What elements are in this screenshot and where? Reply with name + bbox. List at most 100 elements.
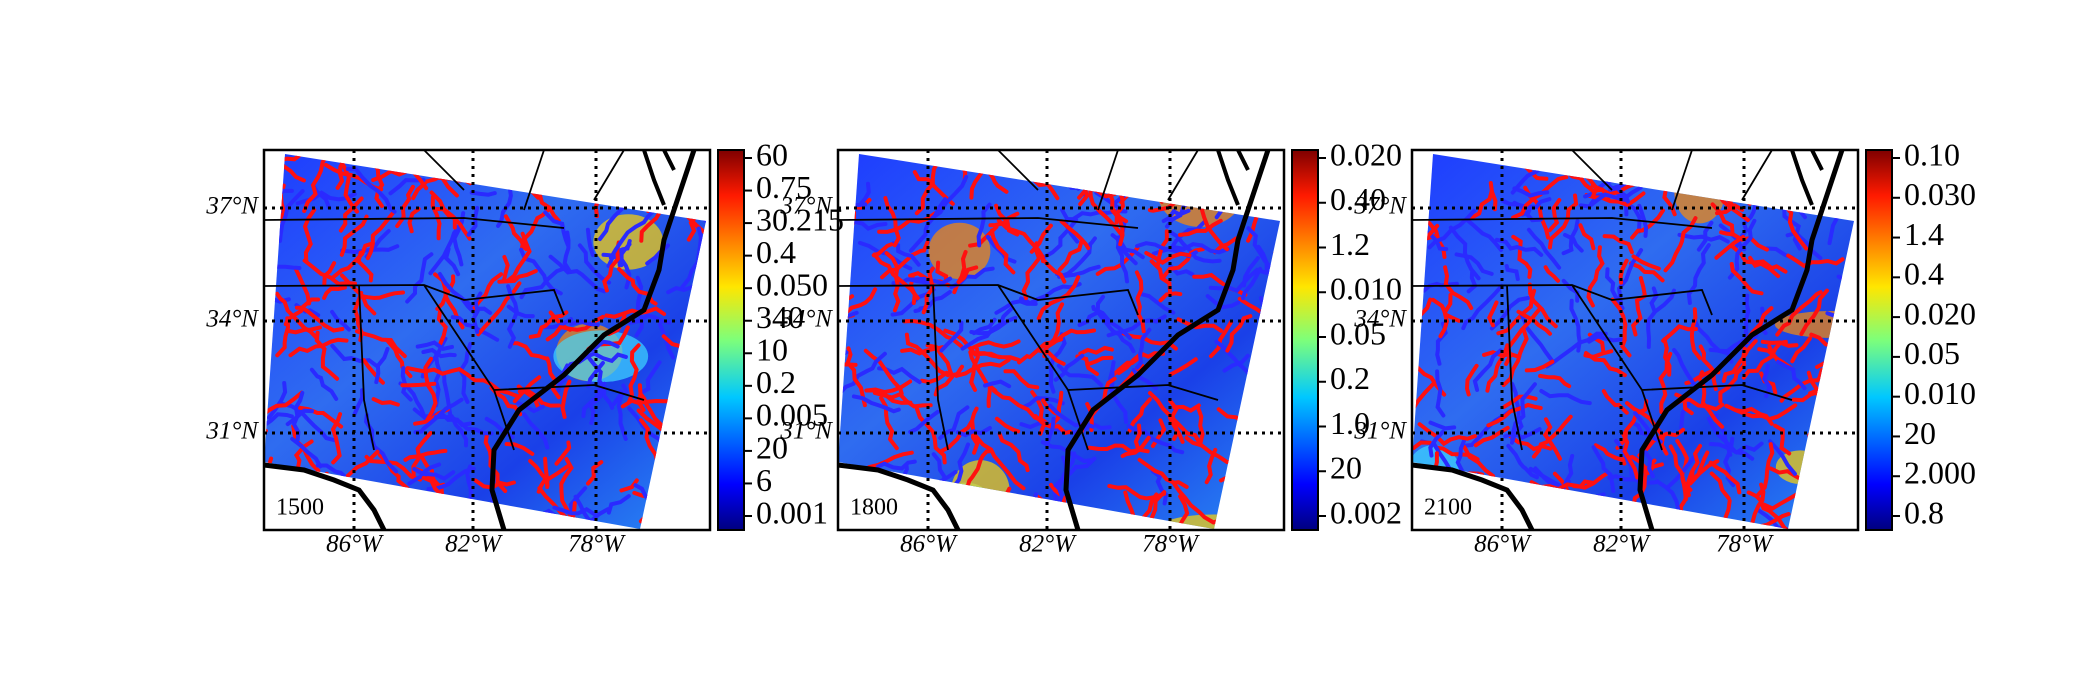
streak: [1775, 290, 1823, 337]
warm-patch: [928, 222, 991, 279]
streak: [1709, 471, 1731, 501]
streak: [443, 247, 461, 277]
streak: [1628, 261, 1665, 283]
streak: [400, 381, 437, 388]
streak: [1448, 225, 1481, 281]
streak: [1808, 387, 1854, 405]
streak: [1804, 494, 1825, 529]
colorbar-label: 0.020: [1904, 295, 1976, 331]
streak: [1173, 242, 1230, 255]
streak: [1144, 251, 1192, 265]
streak: [1109, 370, 1129, 424]
streak: [352, 388, 365, 417]
lon-label: 78°W: [568, 531, 626, 558]
streak: [1760, 339, 1799, 348]
streak: [1780, 154, 1789, 193]
streak: [1688, 450, 1710, 486]
streak: [1594, 155, 1637, 178]
streak: [1643, 450, 1655, 479]
streak: [1773, 423, 1792, 456]
state-border: [1167, 149, 1199, 201]
streak: [1637, 427, 1686, 458]
colorbar-label: 20: [756, 429, 788, 465]
streak: [514, 400, 545, 414]
streak: [1137, 457, 1189, 489]
colorbar-label: 0.10: [1904, 136, 1960, 172]
streak: [1662, 337, 1672, 377]
streak: [1026, 504, 1043, 529]
streak: [1561, 167, 1612, 199]
streak: [577, 243, 612, 285]
streak: [1849, 412, 1854, 448]
streak: [345, 167, 397, 214]
streak: [1637, 203, 1649, 238]
streak: [1516, 309, 1552, 336]
streak: [1689, 307, 1702, 361]
streak: [309, 367, 339, 401]
streak: [1003, 369, 1040, 390]
streak: [954, 357, 1011, 378]
streak: [1661, 324, 1698, 343]
panel-label: 1800: [850, 495, 898, 521]
streak: [988, 211, 1020, 228]
map-panel: 1800 37°N 34°N 31°N 86°W 82°W 78°W 0.020 0.40 1.2…: [779, 136, 1402, 557]
streak: [340, 244, 400, 255]
streak: [364, 454, 423, 482]
streak: [338, 196, 364, 233]
streak: [1172, 403, 1201, 413]
streak: [1786, 253, 1845, 269]
streak: [1655, 479, 1681, 512]
streak: [1761, 363, 1772, 398]
state-border: [1571, 149, 1613, 191]
streak: [1219, 474, 1246, 483]
streak: [545, 356, 561, 400]
streak: [586, 460, 604, 486]
streak: [314, 330, 340, 381]
streak: [1602, 234, 1634, 255]
streak: [505, 231, 532, 284]
streak: [1204, 447, 1218, 485]
lon-label: 78°W: [1142, 531, 1200, 558]
streak: [1078, 345, 1114, 356]
streak: [1593, 443, 1627, 466]
streak: [1561, 219, 1580, 256]
streak: [554, 440, 572, 466]
streak: [950, 442, 970, 491]
streak: [872, 252, 920, 301]
streak: [317, 506, 378, 518]
streak: [403, 448, 448, 462]
streak: [1800, 474, 1836, 501]
streak: [322, 285, 347, 300]
streak: [1057, 236, 1097, 279]
streak: [1209, 319, 1234, 359]
map-frame: [1410, 148, 1860, 532]
streak: [1036, 275, 1081, 321]
state-border: [1067, 384, 1219, 401]
streak: [1487, 300, 1499, 328]
colorbar-label: 1.0: [1330, 405, 1370, 441]
streak: [395, 522, 428, 529]
streak: [1782, 205, 1802, 251]
streak: [359, 290, 405, 301]
streak: [1506, 443, 1539, 480]
state-border: [263, 217, 565, 229]
streak: [331, 241, 375, 280]
streak: [1738, 512, 1791, 529]
streak: [1578, 223, 1596, 251]
streak: [1779, 367, 1824, 403]
streak: [285, 408, 314, 427]
streak: [652, 505, 671, 529]
streak: [1734, 403, 1798, 422]
streak: [1161, 208, 1191, 223]
streak: [1225, 314, 1253, 353]
streak: [938, 406, 979, 454]
streak: [1836, 274, 1854, 306]
streak: [519, 266, 568, 300]
colorbar-label: 60: [756, 136, 788, 172]
streak: [1677, 232, 1730, 244]
streak: [1648, 167, 1681, 185]
streak: [278, 189, 305, 243]
state-border: [1641, 384, 1793, 401]
streak: [1755, 507, 1796, 529]
streak: [851, 219, 888, 231]
